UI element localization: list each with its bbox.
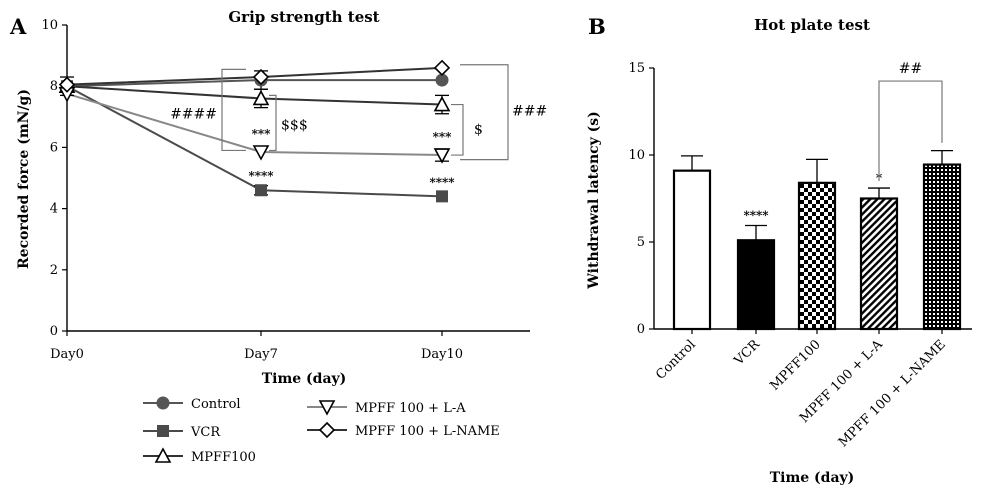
data-point — [252, 89, 270, 106]
panel-a-title: Grip strength test — [228, 8, 379, 26]
x-tick-label: Day10 — [421, 347, 463, 362]
panel-a-xlabel: Time (day) — [262, 371, 347, 387]
bar — [859, 197, 899, 331]
annotation-hash-double: ## — [899, 61, 922, 77]
panel-b-letter: B — [588, 14, 606, 39]
x-tick-label: Day7 — [244, 347, 278, 362]
x-tick-label: Control — [653, 337, 699, 383]
panel-a-letter: A — [9, 14, 27, 39]
data-point — [433, 148, 451, 164]
panel-a-ylabel: Recorded force (mN/g) — [16, 89, 32, 269]
comparison-bracket — [878, 80, 943, 182]
bar — [797, 181, 837, 331]
data-point — [433, 59, 451, 76]
significance-stars: *** — [252, 127, 272, 141]
y-tick-label: 2 — [50, 263, 58, 278]
y-tick-label: 8 — [50, 79, 58, 94]
y-tick-label: 5 — [637, 235, 645, 250]
panel-b-xlabel: Time (day) — [770, 470, 855, 486]
annotation-hash-triple: ### — [512, 104, 547, 120]
panel-b-ylabel: Withdrawal latency (s) — [586, 111, 602, 290]
data-point — [58, 76, 76, 93]
legend-marker — [154, 447, 172, 463]
bar — [672, 169, 712, 331]
bar — [922, 163, 962, 331]
legend-marker — [156, 396, 170, 410]
data-point — [255, 184, 267, 197]
panel-a-legend: Control VCR MPFF100 MPFF 100 + L-A MPFF 100 … — [143, 396, 500, 465]
x-tick-label: Day0 — [50, 347, 84, 362]
legend-label: Control — [191, 397, 241, 412]
y-tick-label: 0 — [50, 324, 58, 339]
significance-stars: **** — [248, 169, 274, 183]
significance-stars: *** — [433, 130, 453, 144]
legend-label: MPFF100 — [191, 450, 256, 465]
x-tick-label: VCR — [731, 336, 764, 369]
bracket-day10 — [451, 103, 464, 156]
bracket-day10-outer — [460, 64, 509, 161]
annotation-dollar-single: $ — [474, 122, 483, 138]
legend-marker — [157, 425, 169, 437]
bar — [736, 239, 776, 331]
data-point — [433, 95, 451, 112]
annotation-dollar: $$$ — [281, 117, 308, 133]
legend-marker — [318, 400, 336, 416]
y-tick-label: 10 — [41, 18, 58, 33]
x-tick-label: MPFF100 — [767, 337, 824, 394]
data-point — [436, 190, 448, 203]
y-tick-label: 0 — [637, 322, 645, 337]
significance-stars: **** — [429, 175, 455, 189]
annotation-hash: #### — [170, 107, 217, 123]
y-tick-label: 15 — [628, 61, 645, 76]
legend-marker — [318, 421, 336, 439]
bracket-day7-b — [269, 94, 277, 152]
y-tick-label: 6 — [50, 140, 58, 155]
y-tick-label: 4 — [50, 202, 58, 217]
legend-label: MPFF 100 + L-A — [355, 401, 466, 416]
significance-stars: **** — [743, 208, 769, 222]
data-point — [252, 145, 270, 161]
bracket-day7 — [221, 68, 246, 152]
y-tick-label: 10 — [628, 148, 645, 163]
legend-label: VCR — [190, 425, 221, 440]
x-tick-label: MPFF 100 + L-NAME — [836, 337, 949, 450]
data-point — [252, 68, 270, 86]
legend-label: MPFF 100 + L-NAME — [355, 424, 500, 439]
panel-b-title: Hot plate test — [754, 16, 870, 34]
